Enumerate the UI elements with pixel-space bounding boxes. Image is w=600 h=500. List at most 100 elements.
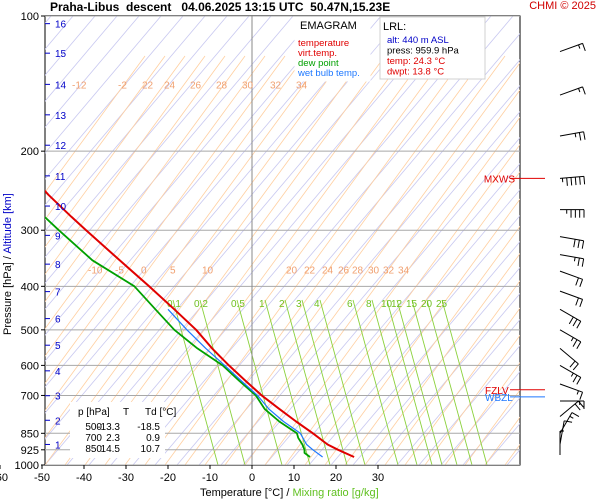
lrl-line: temp: 24.3 °C (387, 56, 445, 67)
wind-barb-flag (568, 316, 574, 325)
adiabat-line (286, 189, 520, 465)
adiabat-line (45, 16, 426, 465)
x-axis-label: Temperature [°C] / Mixing ratio [g/kg] (200, 487, 379, 499)
mixing-ratio-label: 8 (366, 299, 372, 310)
wind-barb-staff (559, 308, 582, 322)
table-cell: -18.5 (137, 422, 160, 433)
wind-barb-flag (577, 239, 580, 249)
wind-barb-flag (575, 297, 579, 306)
moist-adiabat-line (45, 55, 286, 384)
x-tick-label: -60 (0, 472, 8, 484)
moist-adiabat-line (45, 55, 346, 465)
mixing-ratio-label: 0.1 (167, 299, 181, 310)
isotherm-label: 26 (190, 80, 202, 91)
marker-label-fzlv: FZLV (485, 386, 509, 397)
wind-barb (559, 42, 586, 53)
adiabat-line (440, 371, 520, 465)
adiabat-line (45, 16, 382, 414)
altitude-tick-label: 6 (55, 315, 61, 326)
moist-adiabat-line (45, 55, 246, 330)
x-tick-label: -10 (202, 472, 218, 484)
wind-barb (559, 236, 585, 249)
wind-barb-flag (574, 133, 577, 138)
mixing-ratio-line (236, 299, 283, 465)
moist-adiabat-line (364, 253, 520, 465)
mixing-ratio-line (426, 299, 473, 465)
wind-barb (559, 420, 573, 445)
mixing-ratio-label: 0.5 (231, 299, 245, 310)
wind-barb-flag (577, 257, 580, 267)
isotherm-label: 10 (202, 266, 214, 277)
adiabat-line (264, 163, 520, 465)
wind-barb (559, 383, 584, 400)
wind-barb-flag (574, 403, 581, 411)
moist-adiabat-line (45, 55, 266, 357)
wind-barb-flag (576, 377, 582, 385)
station-coords: 50.47N,15.23E (310, 0, 391, 14)
plot-grid: -12 -2 22 24 26 28 30 32 34-10 -5 0 5 10 20 22 24 26 28 30… (45, 16, 600, 465)
wind-barb-staff (559, 86, 583, 96)
moist-adiabat-line (204, 55, 506, 465)
values-table: p [hPa] T Td [°C] 500-13.3 -18.5 700 2.3 0.9 850… (70, 402, 176, 458)
mixing-ratio-label: 10 (381, 299, 393, 310)
adiabat-line (198, 85, 520, 465)
isotherm-label: -10 (88, 266, 103, 277)
mixing-ratio-line (301, 299, 348, 465)
wind-barbs (559, 42, 586, 455)
lrl-background (379, 16, 486, 80)
altitude-tick-label: 12 (55, 141, 67, 152)
isotherm-label: 28 (216, 80, 228, 91)
wind-barb-flag (579, 392, 584, 400)
x-axis-mixing-ratio-label: Mixing ratio [g/kg] (292, 487, 378, 499)
y-tick-label: 500 (21, 325, 39, 337)
y-tick-label: 100 (21, 11, 39, 23)
adiabat-line (154, 33, 520, 465)
adiabat-line (330, 241, 520, 465)
wind-barb-flag (583, 131, 586, 140)
wind-barb-staff (559, 254, 584, 260)
wind-barb-flag (581, 258, 585, 267)
moist-adiabat-line (144, 55, 446, 465)
wind-barb (559, 364, 582, 385)
altitude-tick-label: 16 (55, 20, 67, 31)
adiabat-line (45, 16, 338, 362)
wind-barb-flag (566, 177, 568, 186)
sounding-datetime: 04.06.2025 13:15 UTC (181, 0, 304, 14)
x-tick-label: 30 (372, 472, 384, 484)
wind-barb (559, 131, 586, 141)
wind-barb-flag (578, 400, 584, 408)
mixing-ratio-label: 6 (347, 299, 353, 310)
wind-barb-staff (559, 42, 583, 53)
x-tick-label: 10 (288, 472, 300, 484)
lrl-line: alt: 440 m ASL (387, 35, 449, 46)
wind-barb (560, 209, 585, 218)
adiabat-line (45, 16, 140, 128)
isotherm-label: 24 (322, 266, 334, 277)
wind-barb-flag (576, 341, 582, 350)
wind-barb (559, 175, 586, 186)
moist-adiabat-line (525, 56, 600, 465)
mixing-ratio-line (284, 299, 331, 465)
wind-barb-flag (570, 372, 574, 377)
wind-barb-flag (579, 299, 584, 308)
marker-label-wbzl: WBZL (485, 393, 513, 404)
adiabat-line (220, 111, 520, 465)
wind-barb (559, 348, 579, 371)
chart-header: Praha-Libus descent 04.06.2025 13:15 UTC… (50, 0, 390, 14)
moist-adiabat-line (184, 55, 486, 465)
wind-barb-flag (569, 415, 574, 419)
wind-barb (559, 290, 584, 308)
table-header: T (123, 407, 129, 418)
y-tick-label: 300 (21, 225, 39, 237)
altitude-tick-label: 15 (55, 49, 67, 60)
mixing-ratio-label: 1 (259, 299, 265, 310)
wind-barb-flag (583, 176, 586, 185)
wind-barb-flag (576, 321, 582, 329)
mixing-ratio-line (352, 299, 399, 465)
y-tick-label: 400 (21, 281, 39, 293)
isotherm-label: 34 (398, 266, 410, 277)
adiabat-line (308, 215, 520, 465)
wind-barb-flag (573, 239, 576, 248)
adiabat-line (45, 16, 118, 102)
